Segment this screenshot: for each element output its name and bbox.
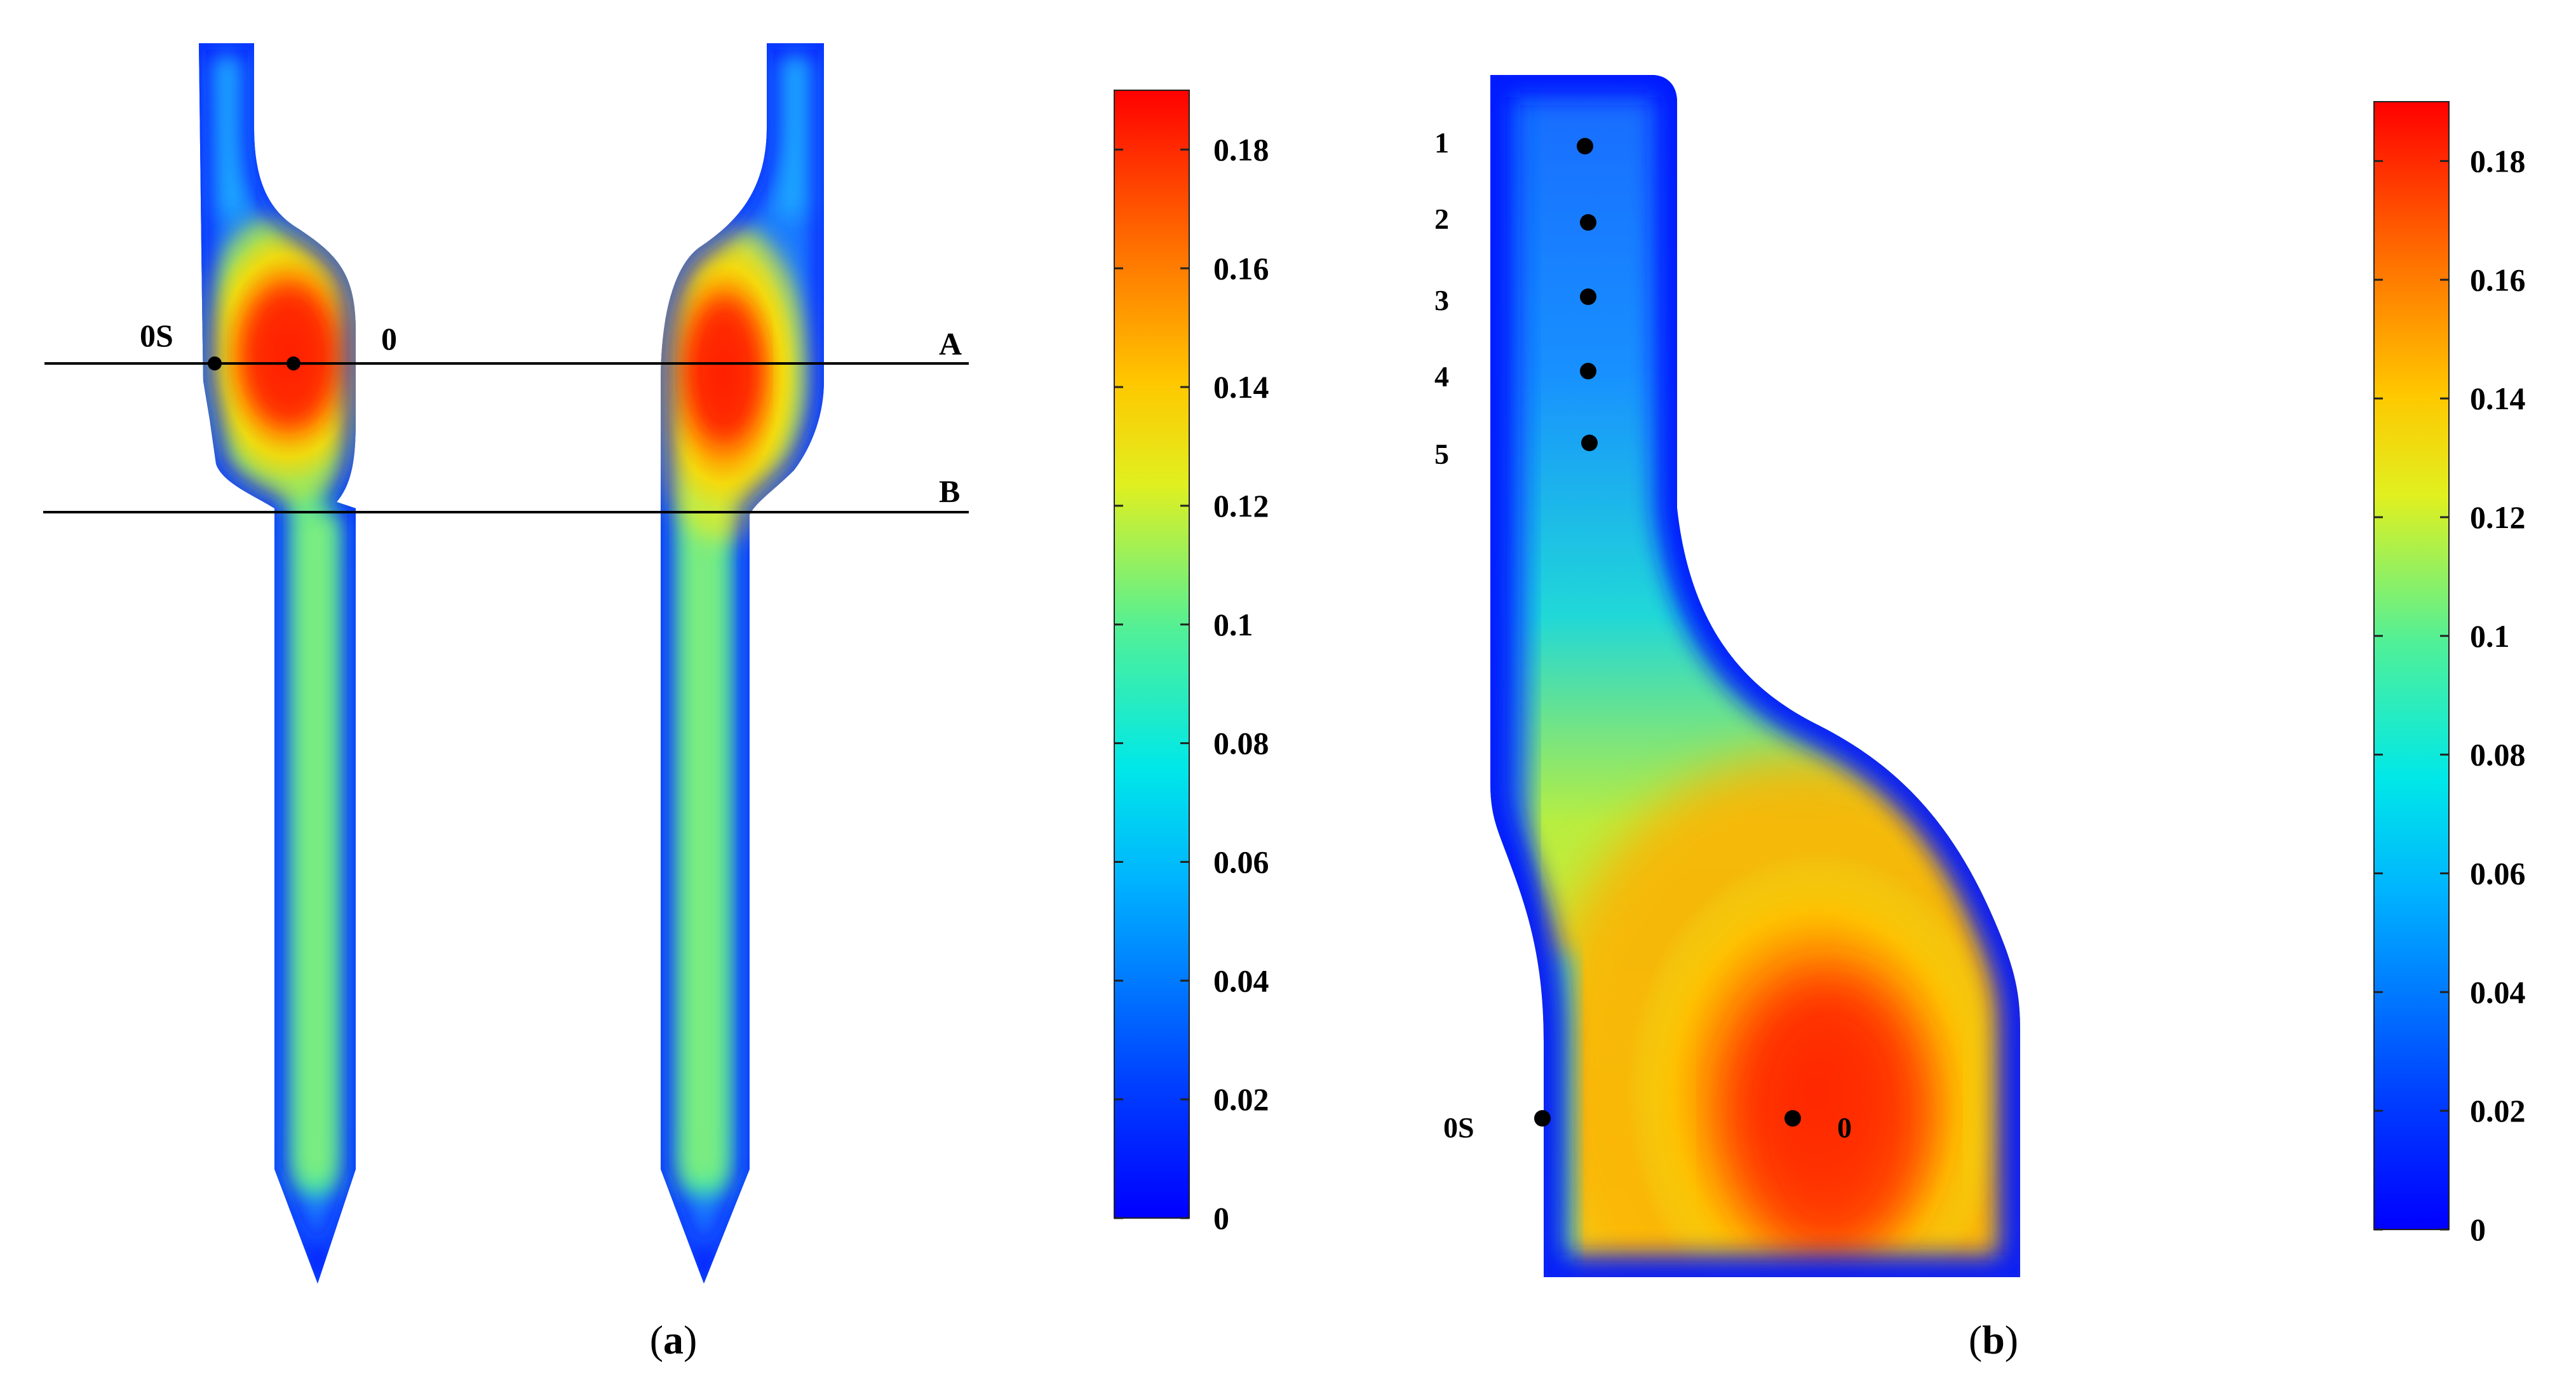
- point-5-marker: [1581, 435, 1598, 451]
- colorbar-a-tick-label: 0.18: [1213, 132, 1269, 167]
- colorbar-a-tick-label: 0.14: [1213, 369, 1269, 405]
- line-b-label: B: [939, 473, 960, 509]
- panel-b-markers: [1534, 138, 1801, 1127]
- colorbar-a-tick-label: 0.02: [1213, 1081, 1269, 1117]
- panel-a-right-specimen: [661, 43, 824, 1284]
- point-1-marker: [1577, 138, 1593, 154]
- panel-b-labels: 1 2 3 4 5 0S 0: [1434, 126, 1852, 1144]
- colorbar-b-gradient: [2373, 101, 2450, 1230]
- line-a-label: A: [939, 326, 962, 362]
- surface-point-marker: [208, 356, 222, 370]
- colorbar-b-tick-label: 0.08: [2470, 737, 2526, 773]
- surface-point-marker-b: [1534, 1110, 1551, 1127]
- colorbar-b-tick-label: 0: [2470, 1212, 2486, 1247]
- caption-a: (a): [650, 1317, 698, 1362]
- colorbar-a-tick-label: 0.08: [1213, 726, 1269, 761]
- colorbar-b-tick-label: 0.06: [2470, 855, 2526, 891]
- colorbar-b-tick-label: 0.1: [2470, 618, 2510, 654]
- colorbar-b-tick-label: 0.04: [2470, 974, 2526, 1010]
- colorbar-b-tick-label: 0.02: [2470, 1093, 2526, 1128]
- point-3-label: 3: [1434, 284, 1449, 316]
- surface-point-label: 0S: [140, 318, 173, 353]
- colorbar-a-tick-label: 0.16: [1213, 250, 1269, 286]
- colorbar-a-ticks: 0.18 0.16 0.14 0.12 0.1 0.08 0.06 0.04 0.02 0: [1114, 132, 1269, 1236]
- point-2-label: 2: [1434, 203, 1449, 235]
- center-point-marker: [287, 356, 300, 370]
- colorbar-b-tick-label: 0.16: [2470, 262, 2526, 297]
- colorbar-b-tick-label: 0.14: [2470, 381, 2526, 416]
- svg-text:(b): (b): [1969, 1317, 2018, 1362]
- point-4-label: 4: [1434, 360, 1449, 393]
- center-point-label-b: 0: [1837, 1111, 1852, 1144]
- point-1-label: 1: [1434, 126, 1449, 159]
- colorbar-b-ticks: 0.18 0.16 0.14 0.12 0.1 0.08 0.06 0.04 0.02 0: [2374, 143, 2526, 1247]
- point-5-label: 5: [1434, 438, 1449, 470]
- center-point-marker-b: [1784, 1110, 1801, 1127]
- point-3-marker: [1580, 288, 1596, 305]
- svg-text:(a): (a): [650, 1317, 698, 1362]
- colorbar-a-gradient: [1114, 90, 1190, 1219]
- point-4-marker: [1580, 363, 1596, 379]
- colorbar-a: 0.18 0.16 0.14 0.12 0.1 0.08 0.06 0.04 0.02 0: [1114, 90, 1269, 1236]
- colorbar-b: 0.18 0.16 0.14 0.12 0.1 0.08 0.06 0.04 0.02 0: [2373, 101, 2526, 1247]
- colorbar-b-tick-label: 0.18: [2470, 143, 2526, 179]
- colorbar-a-tick-label: 0.04: [1213, 963, 1269, 998]
- colorbar-a-tick-label: 0.1: [1213, 607, 1253, 642]
- colorbar-a-tick-label: 0: [1213, 1200, 1229, 1236]
- center-point-label: 0: [381, 321, 397, 356]
- colorbar-b-tick-label: 0.12: [2470, 499, 2526, 535]
- caption-b: (b): [1969, 1317, 2018, 1362]
- panel-a-left-specimen: [199, 43, 356, 1284]
- colorbar-a-tick-label: 0.12: [1213, 488, 1269, 524]
- point-2-marker: [1580, 214, 1596, 231]
- panel-b-specimen-closeup: [1490, 75, 2020, 1277]
- colorbar-a-tick-label: 0.06: [1213, 844, 1269, 879]
- surface-point-label-b: 0S: [1443, 1111, 1474, 1144]
